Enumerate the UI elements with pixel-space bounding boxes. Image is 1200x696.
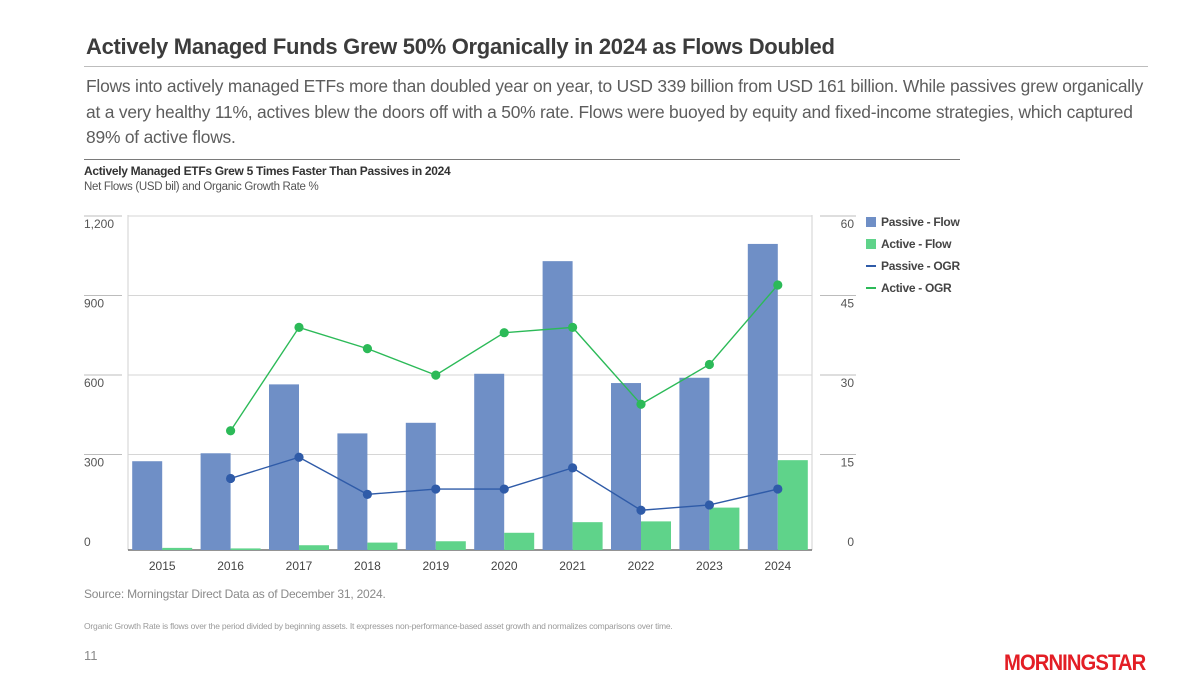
x-axis-tick-label: 2024 (764, 559, 791, 573)
page-headline: Actively Managed Funds Grew 50% Organica… (86, 34, 835, 59)
right-axis-tick-label: 30 (841, 376, 855, 390)
left-axis-tick-label: 900 (84, 297, 104, 311)
passive-ogr-point (226, 473, 236, 484)
legend-label: Passive - OGR (881, 259, 960, 273)
x-axis-tick-label: 2015 (149, 559, 176, 573)
passive-flow-bar (200, 453, 231, 550)
passive-flow-bar (747, 243, 778, 551)
active-flow-bar (435, 541, 466, 550)
passive-ogr-point (362, 489, 372, 499)
x-axis-tick-label: 2016 (217, 559, 244, 573)
left-axis-tick-label: 1,200 (84, 217, 114, 231)
right-axis-tick-label: 15 (841, 456, 855, 470)
passive-flow-bar (611, 383, 641, 550)
legend-label: Active - OGR (881, 281, 952, 295)
right-axis-tick-label: 60 (841, 217, 855, 231)
flows-ogr-chart: 0 300 600 900 1,200 0 15 30 45 60 2015 2016 2017 2018… (84, 215, 961, 573)
active-ogr-point (773, 280, 783, 290)
chart-subtitle: Net Flows (USD bil) and Organic Growth R… (84, 181, 319, 193)
x-axis-tick-label: 2021 (559, 559, 586, 573)
footnote: Organic Growth Rate is flows over the pe… (84, 621, 673, 631)
active-ogr-point (636, 399, 646, 409)
active-flow-bar (162, 547, 193, 550)
legend-label: Passive - Flow (881, 215, 960, 229)
legend-label: Active - Flow (881, 237, 952, 251)
left-axis-tick-label: 600 (84, 376, 104, 390)
passive-flow-bar (542, 261, 573, 550)
legend-swatch (866, 217, 876, 227)
active-flow-bar (230, 548, 261, 550)
headline-divider (84, 66, 1148, 67)
active-flow-bar (641, 521, 671, 550)
lede-paragraph: Flows into actively managed ETFs more th… (86, 76, 1144, 147)
active-ogr-point (704, 359, 715, 370)
active-ogr-point (226, 426, 236, 436)
passive-ogr-point (636, 505, 646, 515)
active-ogr-point (362, 344, 372, 354)
passive-flow-bar (405, 422, 436, 550)
legend-swatch (866, 239, 876, 249)
active-ogr-point (294, 322, 304, 332)
source-note: Source: Morningstar Direct Data as of De… (84, 587, 386, 601)
x-axis-tick-label: 2020 (491, 559, 518, 573)
x-axis-tick-label: 2023 (696, 559, 723, 573)
active-ogr-point (499, 328, 509, 338)
active-flow-bar (504, 532, 535, 550)
active-flow-bar (299, 545, 329, 550)
chart-top-divider (84, 159, 960, 160)
passive-flow-bar (269, 384, 299, 550)
passive-ogr-point (568, 463, 578, 473)
chart-title: Actively Managed ETFs Grew 5 Times Faste… (84, 164, 451, 178)
x-axis-tick-label: 2018 (354, 559, 381, 573)
x-axis-tick-label: 2017 (286, 559, 313, 573)
left-axis-tick-label: 300 (84, 456, 104, 470)
passive-ogr-point (431, 484, 441, 494)
page-number: 11 (84, 648, 98, 663)
x-axis-tick-label: 2019 (422, 559, 449, 573)
passive-flow-bar (679, 377, 710, 550)
active-flow-bar (572, 522, 603, 550)
active-ogr-point (431, 370, 441, 380)
morningstar-logo: MORNINGSTAR (1004, 650, 1146, 675)
passive-ogr-point (499, 484, 509, 494)
passive-flow-bar (474, 373, 505, 550)
passive-ogr-point (294, 452, 304, 462)
right-axis-tick-label: 45 (841, 297, 855, 311)
active-ogr-point (568, 322, 578, 332)
passive-ogr-point (773, 484, 783, 494)
x-axis-tick-label: 2022 (628, 559, 655, 573)
active-flow-bar (709, 507, 740, 550)
active-flow-bar (777, 460, 808, 550)
active-flow-bar (367, 542, 398, 550)
right-axis-tick-label: 0 (847, 535, 854, 549)
passive-flow-bar (132, 461, 163, 550)
passive-ogr-point (704, 500, 715, 510)
left-axis-tick-label: 0 (84, 535, 91, 549)
